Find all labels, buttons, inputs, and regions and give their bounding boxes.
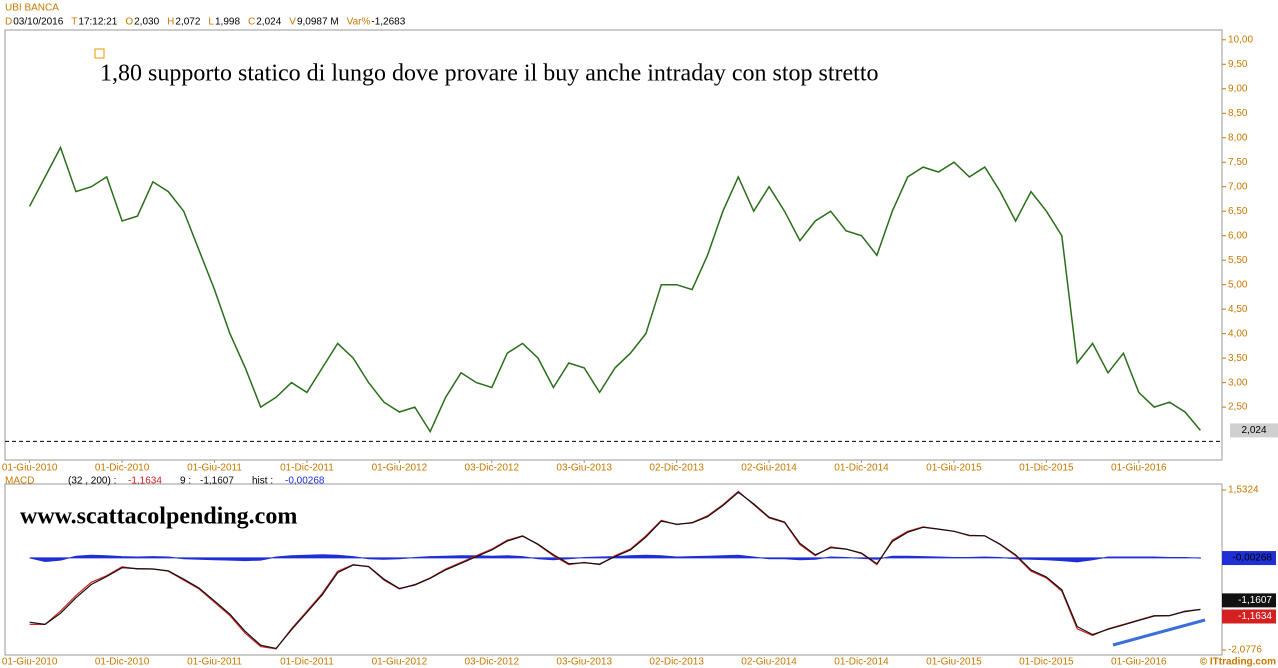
x-tick-label: 01-Giu-2016 [1111, 657, 1167, 668]
x-tick-label: 03-Giu-2013 [556, 657, 612, 668]
x-tick-label: 03-Giu-2013 [556, 463, 612, 474]
field-key: T [71, 17, 77, 28]
x-tick-label: 01-Giu-2010 [2, 657, 58, 668]
macd-title: MACD [5, 476, 34, 487]
y-tick-label: 8,50 [1228, 108, 1248, 119]
x-tick-label: 01-Dic-2014 [834, 657, 889, 668]
y-tick-label: 7,50 [1228, 157, 1248, 168]
x-tick-label: 01-Dic-2015 [1019, 463, 1074, 474]
y-tick-label: 2,50 [1228, 402, 1248, 413]
x-tick-label: 01-Giu-2012 [372, 657, 428, 668]
x-tick-label: 01-Giu-2016 [1111, 463, 1167, 474]
y-tick-label: 5,00 [1228, 279, 1248, 290]
field-value: 03/10/2016 [13, 17, 63, 28]
x-tick-label: 01-Dic-2011 [280, 657, 334, 668]
x-tick-label: 01-Dic-2010 [95, 657, 150, 668]
x-tick-label: 01-Dic-2011 [280, 463, 334, 474]
price-panel [4, 29, 1223, 461]
x-tick-label: 02-Dic-2013 [649, 463, 704, 474]
histogram-area [29, 554, 1202, 563]
field-value: 2,030 [134, 17, 159, 28]
x-tick-label: 01-Giu-2012 [372, 463, 428, 474]
y-tick-label: 9,50 [1228, 59, 1248, 70]
field-key: Var% [347, 17, 371, 28]
x-tick-label: 02-Giu-2014 [741, 657, 797, 668]
last-value-label: -1,1607 [1238, 595, 1272, 606]
y-tick-label: 4,50 [1228, 304, 1248, 315]
x-tick-label: 01-Giu-2010 [2, 463, 58, 474]
x-tick-label: 01-Dic-2010 [95, 463, 150, 474]
field-key: L [208, 17, 214, 28]
y-tick-label: 5,50 [1228, 255, 1248, 266]
legend-value: -1,1634 [128, 476, 162, 487]
legend-value: -0,00268 [285, 476, 325, 487]
last-price-box [1230, 423, 1278, 438]
y-tick-label: 6,00 [1228, 230, 1248, 241]
legend-name: hist : [252, 476, 273, 487]
x-tick-label: 01-Dic-2014 [834, 463, 889, 474]
annotation: 1,80 supporto statico di lungo dove prov… [100, 61, 879, 87]
trend-line [1112, 618, 1206, 647]
x-tick-label: 02-Dic-2013 [649, 657, 704, 668]
y-tick-label: 1,5324 [1228, 485, 1259, 496]
x-tick-label: 03-Dic-2012 [465, 463, 520, 474]
last-value-label: -0,00268 [1233, 553, 1273, 564]
last-price-label: 2,024 [1241, 425, 1266, 436]
macd-line [29, 491, 1201, 650]
x-tick-label: 01-Giu-2011 [187, 657, 242, 668]
website: www.scattacolpending.com [20, 504, 297, 530]
instrument-title: UBI BANCA [5, 3, 59, 14]
last-value-box [1222, 551, 1276, 566]
x-tick-label: 01-Giu-2015 [926, 657, 982, 668]
x-tick-label: 01-Giu-2015 [926, 463, 982, 474]
y-tick-label: 10,00 [1228, 34, 1253, 45]
field-value: -1,2683 [371, 17, 405, 28]
y-tick-label: 8,00 [1228, 132, 1248, 143]
field-value: 2,072 [175, 17, 200, 28]
annotation-marker [94, 48, 105, 59]
legend-value: -1,1607 [200, 476, 234, 487]
y-tick-label: -2,0776 [1228, 645, 1262, 656]
copyright: © ITtrading.com [1200, 657, 1276, 668]
last-value-box [1222, 593, 1276, 608]
y-tick-label: 3,00 [1228, 377, 1248, 388]
field-key: D [5, 17, 12, 28]
y-tick-label: 6,50 [1228, 206, 1248, 217]
last-value-box [1222, 609, 1276, 624]
field-key: O [125, 17, 133, 28]
y-tick-label: 3,50 [1228, 353, 1248, 364]
macd-panel [4, 483, 1223, 656]
last-value-label: -1,1634 [1238, 611, 1272, 622]
y-tick-label: 4,00 [1228, 328, 1248, 339]
field-key: C [248, 17, 255, 28]
x-tick-label: 01-Giu-2011 [187, 463, 242, 474]
field-value: 1,998 [215, 17, 240, 28]
legend-name: (32 , 200) : [68, 476, 116, 487]
x-tick-label: 01-Dic-2015 [1019, 657, 1074, 668]
x-tick-label: 02-Giu-2014 [741, 463, 797, 474]
field-value: 9,0987 M [297, 17, 339, 28]
field-value: 17:12:21 [78, 17, 117, 28]
legend-name: 9 : [180, 476, 191, 487]
field-key: H [167, 17, 174, 28]
x-tick-label: 03-Dic-2012 [465, 657, 520, 668]
y-tick-label: 9,00 [1228, 83, 1248, 94]
field-value: 2,024 [256, 17, 281, 28]
y-tick-label: 7,00 [1228, 181, 1248, 192]
price-line [28, 145, 1201, 434]
field-key: V [289, 17, 296, 28]
